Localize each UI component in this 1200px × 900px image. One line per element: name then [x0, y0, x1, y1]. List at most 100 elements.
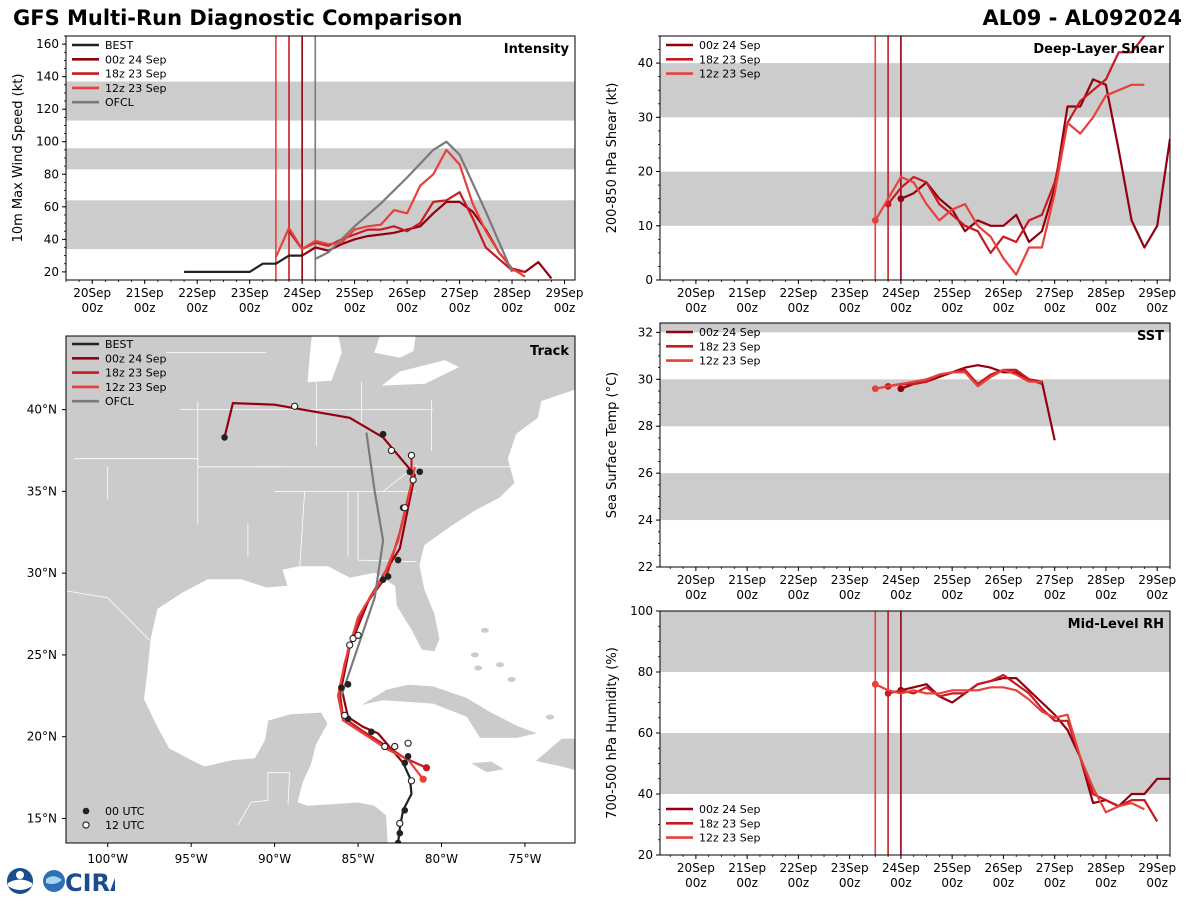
- x-tick-sublabel: 00z: [941, 301, 963, 315]
- y-tick-label: 30: [638, 372, 653, 386]
- x-tick-sublabel: 00z: [134, 301, 156, 315]
- lat-tick-label: 30°N: [27, 566, 57, 580]
- shade-band: [660, 379, 1170, 427]
- x-tick-label: 21Sep: [728, 861, 766, 875]
- y-axis-label: Sea Surface Temp (°C): [605, 372, 620, 519]
- series-group: [184, 140, 553, 280]
- x-tick-sublabel: 00z: [788, 876, 810, 890]
- x-tick-label: 22Sep: [779, 286, 817, 300]
- y-tick-label: 40: [44, 232, 59, 246]
- series-start-marker: [897, 385, 905, 393]
- x-tick-label: 26Sep: [984, 286, 1022, 300]
- x-tick-label: 21Sep: [126, 286, 164, 300]
- x-tick-label: 28Sep: [1087, 286, 1125, 300]
- admin-boundary: [357, 559, 417, 563]
- land-bahamas: [545, 714, 554, 720]
- marker-00utc: [396, 829, 404, 837]
- x-tick-sublabel: 00z: [685, 588, 707, 602]
- legend-label: 18z 23 Sep: [699, 340, 761, 353]
- legend-label: 00 UTC: [105, 805, 145, 818]
- x-tick-label: 27Sep: [1036, 861, 1074, 875]
- legend-label: 00z 24 Sep: [105, 53, 167, 66]
- shade-band: [66, 200, 575, 250]
- legend-label: 12z 23 Sep: [105, 381, 167, 394]
- chart-title: Deep-Layer Shear: [1033, 42, 1164, 57]
- x-tick-label: 29Sep: [546, 286, 584, 300]
- marker-00utc: [368, 728, 375, 736]
- marker-12utc: [349, 634, 357, 643]
- x-tick-sublabel: 00z: [186, 301, 208, 315]
- admin-boundary: [237, 772, 290, 826]
- marker-12utc: [407, 451, 416, 460]
- marker-12utc: [404, 739, 412, 747]
- shade-band: [660, 473, 1170, 521]
- land-bahamas: [495, 662, 504, 668]
- y-tick-label: 30: [638, 110, 653, 124]
- series-line-run12: [874, 83, 1145, 276]
- x-tick-sublabel: 00z: [1044, 301, 1066, 315]
- x-tick-label: 21Sep: [728, 573, 766, 587]
- marker-12utc: [407, 777, 416, 785]
- x-tick-sublabel: 00z: [344, 301, 366, 315]
- shade-band: [660, 63, 1170, 118]
- chart-sst: 22242628303220Sep00z21Sep00z22Sep00z23Se…: [605, 322, 1176, 602]
- x-tick-label: 29Sep: [1138, 286, 1176, 300]
- legend-label: 12z 23 Sep: [105, 82, 167, 95]
- series-group: [871, 36, 1170, 276]
- series-line-run00: [900, 676, 1170, 808]
- lon-tick-label: 100°W: [87, 852, 128, 866]
- y-tick-label: 32: [638, 325, 653, 339]
- x-tick-label: 25Sep: [933, 286, 971, 300]
- x-tick-sublabel: 00z: [736, 301, 758, 315]
- land-hispaniola: [534, 737, 575, 771]
- x-tick-sublabel: 00z: [839, 876, 861, 890]
- x-tick-sublabel: 00z: [1044, 588, 1066, 602]
- series-start-marker: [871, 680, 879, 688]
- x-tick-sublabel: 00z: [449, 301, 471, 315]
- legend-label: 18z 23 Sep: [105, 367, 167, 380]
- x-tick-sublabel: 00z: [839, 588, 861, 602]
- marker-12utc: [290, 402, 299, 410]
- map-area: [66, 336, 575, 843]
- x-tick-label: 20Sep: [677, 861, 715, 875]
- y-tick-label: 60: [44, 200, 59, 214]
- legend-label: OFCL: [105, 96, 135, 109]
- chart-title: Intensity: [504, 42, 570, 57]
- marker-start-18z: [422, 764, 431, 772]
- land-bahamas: [470, 652, 479, 658]
- x-tick-sublabel: 00z: [1146, 876, 1168, 890]
- series-start-marker: [871, 385, 879, 393]
- y-tick-label: 22: [638, 560, 653, 574]
- y-tick-label: 24: [638, 513, 653, 527]
- x-tick-sublabel: 00z: [788, 301, 810, 315]
- x-tick-sublabel: 00z: [1146, 588, 1168, 602]
- lon-tick-label: 80°W: [425, 852, 458, 866]
- legend-label: 12z 23 Sep: [699, 355, 761, 368]
- legend-label: 00z 24 Sep: [699, 803, 761, 816]
- series-line-run12: [874, 683, 1145, 814]
- series-group: [871, 673, 1170, 823]
- chart-shear: 01020304020Sep00z21Sep00z22Sep00z23Sep00…: [605, 35, 1176, 315]
- y-tick-label: 20: [44, 265, 59, 279]
- x-tick-label: 22Sep: [779, 861, 817, 875]
- y-axis-label: 10m Max Wind Speed (kt): [11, 74, 26, 243]
- lon-tick-label: 75°W: [508, 852, 541, 866]
- x-tick-sublabel: 00z: [736, 876, 758, 890]
- x-tick-label: 26Sep: [984, 861, 1022, 875]
- x-tick-sublabel: 00z: [685, 301, 707, 315]
- x-tick-label: 24Sep: [882, 573, 920, 587]
- series-line-run18: [887, 673, 1159, 823]
- y-tick-label: 10: [638, 219, 653, 233]
- legend-marker-00utc: [82, 807, 90, 815]
- y-tick-label: 60: [638, 726, 653, 740]
- plot-frame: [659, 322, 1171, 568]
- x-tick-label: 24Sep: [882, 861, 920, 875]
- x-tick-label: 26Sep: [388, 286, 426, 300]
- x-tick-label: 20Sep: [73, 286, 111, 300]
- marker-00utc: [406, 468, 414, 476]
- series-line-run18: [288, 191, 526, 273]
- y-axis-label: 200-850 hPa Shear (kt): [605, 83, 620, 234]
- series-start-marker: [897, 195, 905, 203]
- x-tick-sublabel: 00z: [685, 876, 707, 890]
